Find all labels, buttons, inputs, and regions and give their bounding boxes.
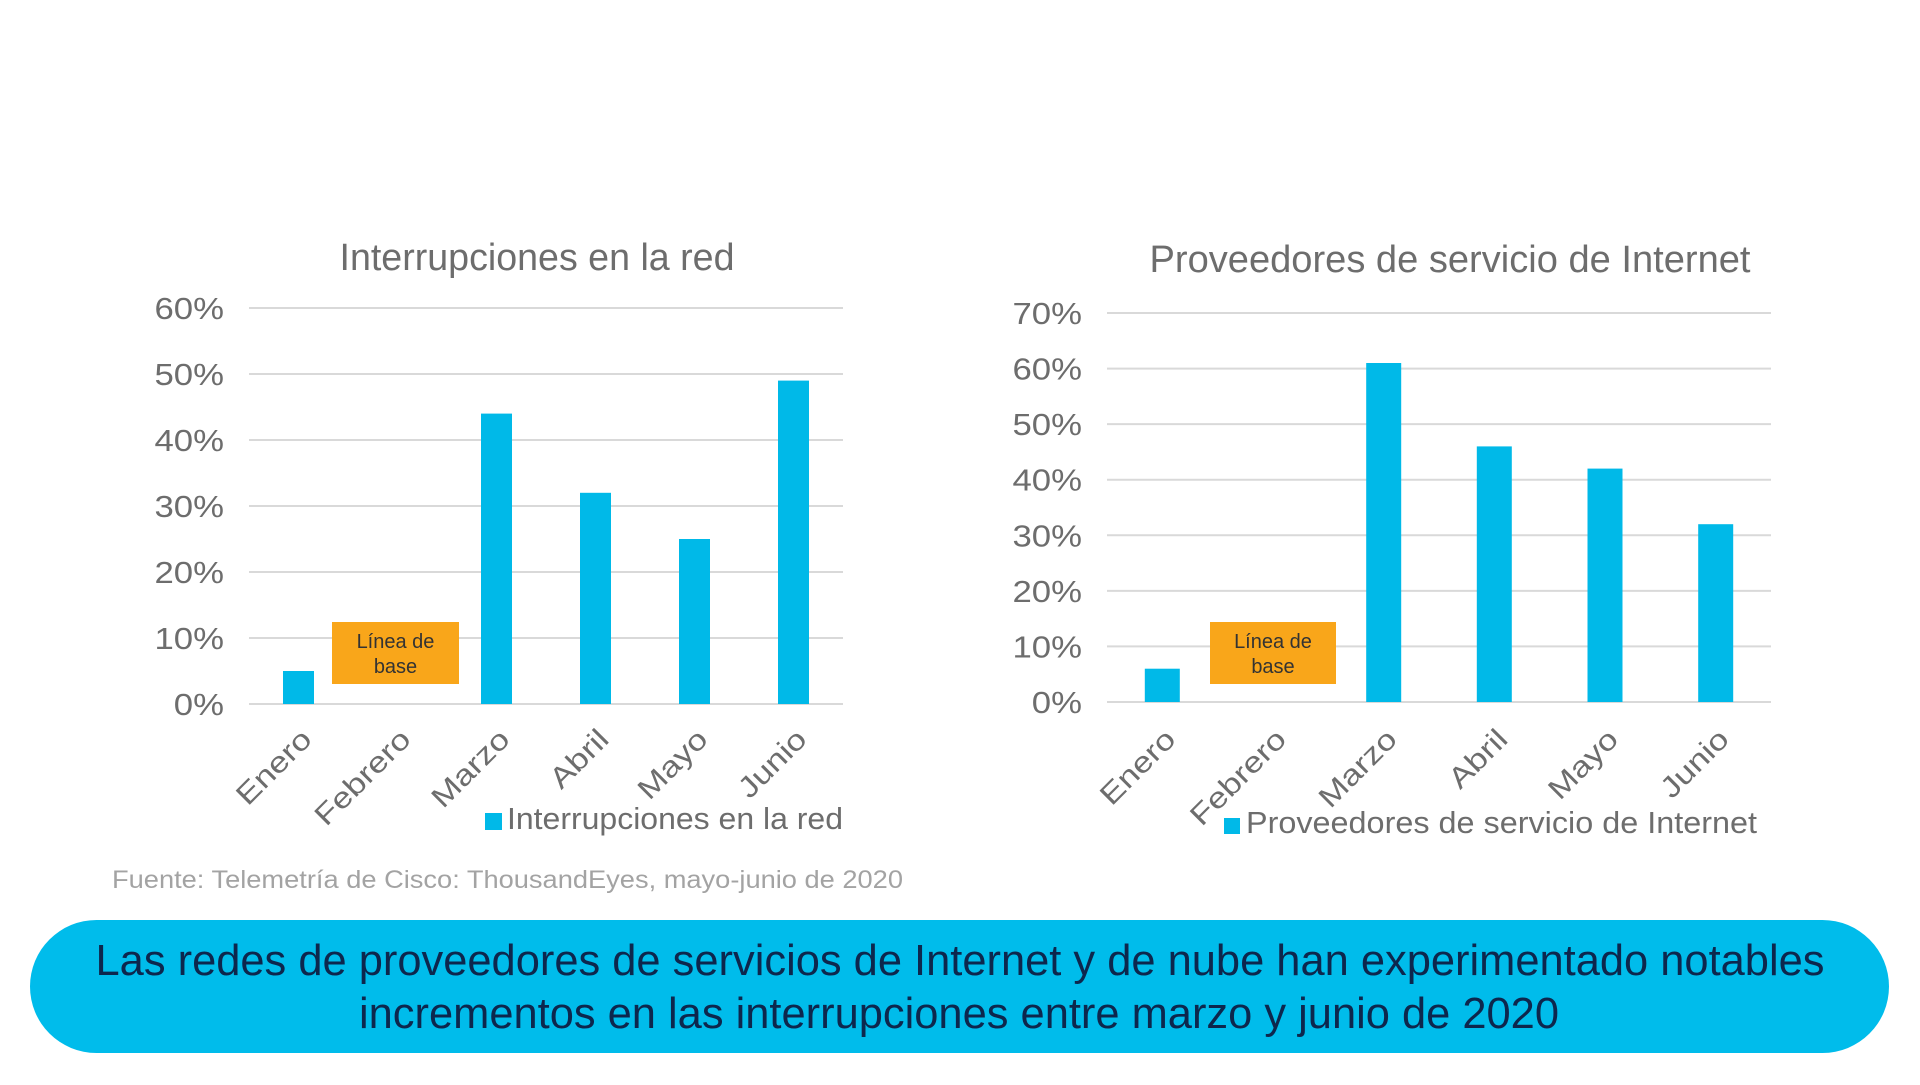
- y-axis-tick-labels: 0% 10% 20% 30% 40% 50% 60% 70%: [1013, 296, 1083, 720]
- y-tick-label: 40%: [1013, 463, 1083, 498]
- baseline-label-line-2: base: [374, 656, 417, 678]
- y-tick-label: 10%: [155, 621, 225, 656]
- bar-abril: [580, 492, 611, 704]
- bar-marzo: [1366, 363, 1402, 702]
- bars: [1144, 363, 1734, 702]
- summary-banner-line-1: Las redes de proveedores de servicios de…: [96, 936, 1825, 985]
- chart-title: Proveedores de servicio de Internet: [1150, 239, 1751, 281]
- y-tick-label: 40%: [155, 423, 225, 458]
- chart-isp-outages: Proveedores de servicio de Internet 0% 10…: [1013, 239, 1771, 840]
- x-category-label: Febrero: [309, 723, 418, 832]
- gridlines: [1107, 312, 1771, 703]
- y-tick-label: 60%: [155, 291, 225, 326]
- y-tick-label: 30%: [155, 489, 225, 524]
- x-category-label: Junio: [1654, 723, 1735, 804]
- chart-title: Interrupciones en la red: [340, 237, 735, 279]
- y-tick-label: 50%: [1013, 407, 1083, 442]
- y-tick-label: 20%: [155, 555, 225, 590]
- x-category-label: Abril: [1442, 723, 1514, 795]
- bar-junio: [1698, 524, 1734, 702]
- legend: Proveedores de servicio de Internet: [1224, 805, 1757, 840]
- bar-junio: [778, 380, 809, 704]
- y-tick-label: 50%: [155, 357, 225, 392]
- baseline-annotation: Línea de base: [332, 622, 459, 684]
- summary-banner: Las redes de proveedores de servicios de…: [30, 920, 1889, 1053]
- bar-enero: [283, 671, 314, 704]
- y-tick-label: 30%: [1013, 518, 1083, 553]
- baseline-box: [332, 622, 459, 684]
- bars: [283, 380, 809, 704]
- x-category-label: Abril: [544, 723, 616, 795]
- legend-label: Proveedores de servicio de Internet: [1246, 805, 1757, 840]
- baseline-label-line-1: Línea de: [1234, 631, 1312, 653]
- x-category-label: Junio: [732, 723, 813, 804]
- summary-banner-background: [30, 920, 1889, 1053]
- y-tick-label: 0%: [174, 687, 224, 722]
- x-category-label: Marzo: [425, 723, 516, 814]
- legend-label: Interrupciones en la red: [507, 801, 843, 836]
- bar-mayo: [679, 539, 710, 704]
- y-tick-label: 70%: [1013, 296, 1083, 331]
- x-category-label: Mayo: [1542, 723, 1625, 806]
- x-category-label: Enero: [230, 723, 318, 811]
- summary-banner-line-2: incrementos en las interrupciones entre …: [359, 989, 1559, 1038]
- bar-abril: [1476, 446, 1512, 702]
- chart-network-outages: Interrupciones en la red 0% 10% 20% 30% 40% 5…: [155, 237, 843, 836]
- legend-swatch: [1224, 818, 1240, 834]
- y-tick-label: 10%: [1013, 629, 1083, 664]
- baseline-box: [1210, 622, 1336, 684]
- bar-enero: [1144, 668, 1180, 702]
- y-tick-label: 0%: [1032, 685, 1082, 720]
- baseline-label-line-2: base: [1251, 656, 1294, 678]
- y-tick-label: 60%: [1013, 352, 1083, 387]
- legend: Interrupciones en la red: [485, 801, 843, 836]
- legend-swatch: [485, 813, 502, 830]
- x-category-label: Marzo: [1313, 723, 1404, 814]
- x-category-label: Enero: [1094, 723, 1182, 811]
- y-axis-tick-labels: 0% 10% 20% 30% 40% 50% 60%: [155, 291, 225, 722]
- bar-mayo: [1587, 468, 1623, 702]
- bar-marzo: [481, 413, 512, 704]
- source-note: Fuente: Telemetría de Cisco: ThousandEye…: [112, 866, 903, 894]
- y-tick-label: 20%: [1013, 574, 1083, 609]
- x-category-label: Mayo: [632, 723, 715, 806]
- baseline-annotation: Línea de base: [1210, 622, 1336, 684]
- baseline-label-line-1: Línea de: [357, 631, 435, 653]
